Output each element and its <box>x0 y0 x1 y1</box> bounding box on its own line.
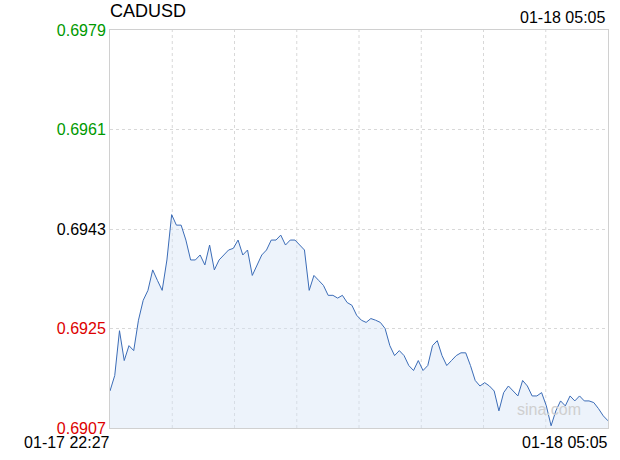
svg-text:0.6907: 0.6907 <box>57 420 106 437</box>
svg-text:0.6943: 0.6943 <box>57 221 106 238</box>
svg-text:0.6979: 0.6979 <box>57 22 106 39</box>
svg-text:0.6925: 0.6925 <box>57 320 106 337</box>
svg-text:sina.com: sina.com <box>517 401 581 418</box>
svg-text:01-18 05:05: 01-18 05:05 <box>520 9 606 26</box>
svg-text:01-18 05:05: 01-18 05:05 <box>522 434 608 451</box>
svg-text:01-17 22:27: 01-17 22:27 <box>24 434 110 451</box>
svg-text:CADUSD: CADUSD <box>110 1 186 21</box>
svg-text:0.6961: 0.6961 <box>57 121 106 138</box>
